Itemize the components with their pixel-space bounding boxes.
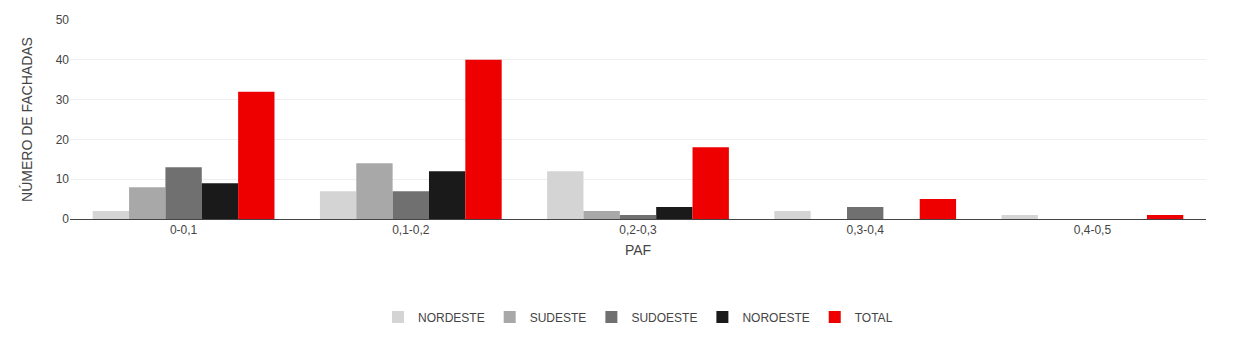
svg-text:0,4-0,5: 0,4-0,5 <box>1074 223 1112 237</box>
svg-text:10: 10 <box>56 172 70 186</box>
svg-text:30: 30 <box>56 93 70 107</box>
svg-text:0-0,1: 0-0,1 <box>170 223 198 237</box>
svg-text:PAF: PAF <box>625 242 651 258</box>
svg-text:NORDESTE: NORDESTE <box>418 311 485 325</box>
svg-text:50: 50 <box>56 13 70 27</box>
svg-text:40: 40 <box>56 53 70 67</box>
svg-text:0,1-0,2: 0,1-0,2 <box>392 223 430 237</box>
svg-text:0,2-0,3: 0,2-0,3 <box>619 223 657 237</box>
svg-text:SUDESTE: SUDESTE <box>530 311 587 325</box>
svg-text:SUDOESTE: SUDOESTE <box>631 311 697 325</box>
svg-text:NOROESTE: NOROESTE <box>742 311 809 325</box>
svg-text:20: 20 <box>56 133 70 147</box>
svg-text:0,3-0,4: 0,3-0,4 <box>847 223 885 237</box>
svg-text:NÚMERO DE FACHADAS: NÚMERO DE FACHADAS <box>19 37 35 202</box>
svg-text:0: 0 <box>62 212 69 226</box>
svg-text:TOTAL: TOTAL <box>855 311 893 325</box>
